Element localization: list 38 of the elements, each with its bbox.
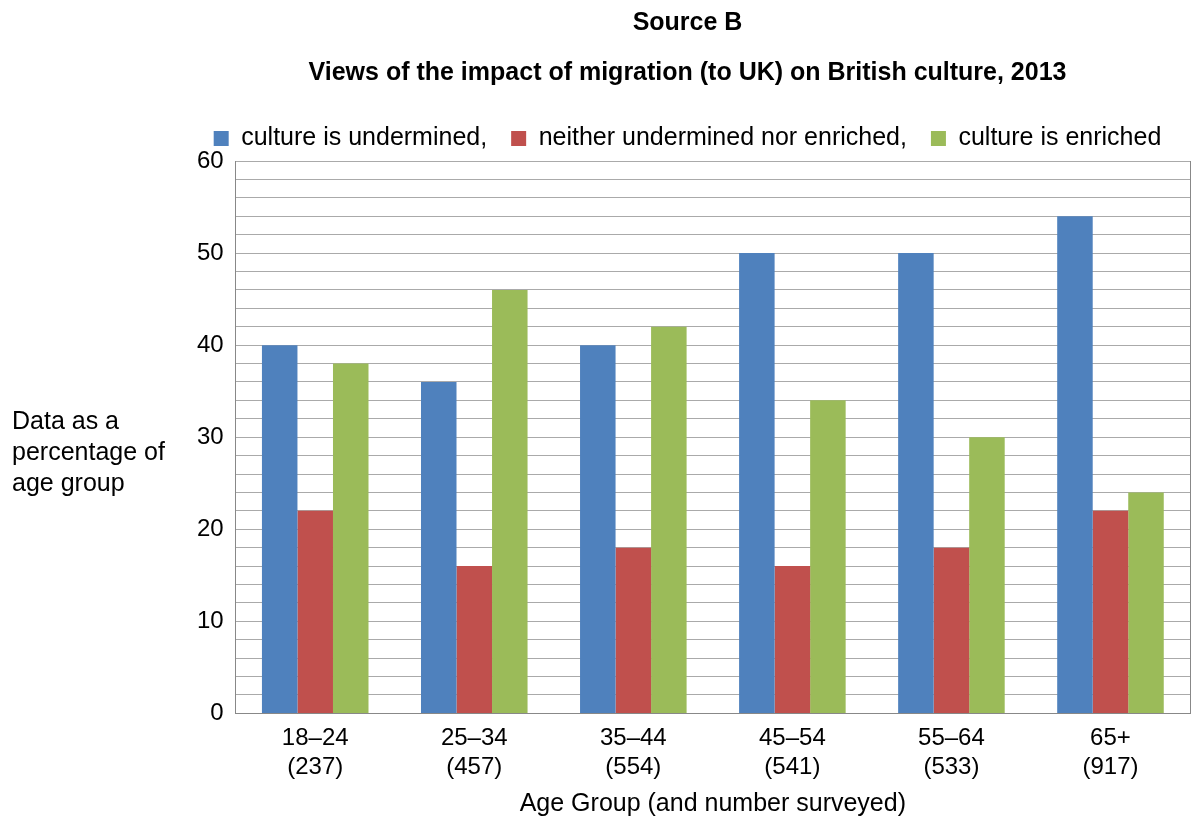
x-tick-label: 55–64 (533) (918, 723, 985, 780)
y-tick-label: 40 (196, 329, 224, 357)
x-axis-title: Age Group (and number surveyed) (519, 787, 907, 816)
bar (1128, 492, 1164, 713)
bar (1057, 216, 1093, 713)
bar (456, 566, 493, 713)
bar (492, 289, 528, 713)
y-tick-label: 30 (196, 421, 224, 449)
x-tick-label: 45–54 (541) (759, 723, 826, 780)
y-tick-label: 50 (196, 237, 224, 265)
bar (739, 253, 775, 713)
x-tick-label: 18–24 (237) (281, 723, 349, 780)
bar (774, 566, 811, 713)
bar (332, 363, 369, 713)
chart-subtitle: Views of the impact of migration (to UK) on British culture, 2013 (308, 56, 1067, 85)
y-tick-label: 60 (196, 145, 224, 173)
bar (969, 437, 1005, 713)
x-tick-label: 35–44 (554) (599, 723, 667, 780)
bar (898, 253, 934, 713)
bar (1092, 510, 1129, 713)
y-tick-label: 20 (196, 513, 224, 541)
bar (933, 547, 970, 713)
y-axis-title: Data as a percentage of age group (12, 405, 166, 498)
bar (651, 326, 687, 713)
bar (810, 400, 846, 713)
bar (420, 381, 457, 713)
bar (261, 345, 298, 713)
legend-label: culture is undermined, (241, 122, 488, 151)
bar (297, 510, 333, 713)
x-tick-label: 25–34 (457) (440, 723, 508, 780)
bar (615, 547, 652, 713)
bar (580, 345, 616, 713)
legend-label: culture is enriched (958, 122, 1162, 151)
legend-label: neither undermined nor enriched, (538, 122, 907, 151)
x-tick-label: 65+ (917) (1082, 723, 1139, 780)
y-tick-label: 0 (210, 698, 224, 726)
y-tick-label: 10 (196, 605, 224, 633)
chart-title: Source B (632, 6, 743, 35)
